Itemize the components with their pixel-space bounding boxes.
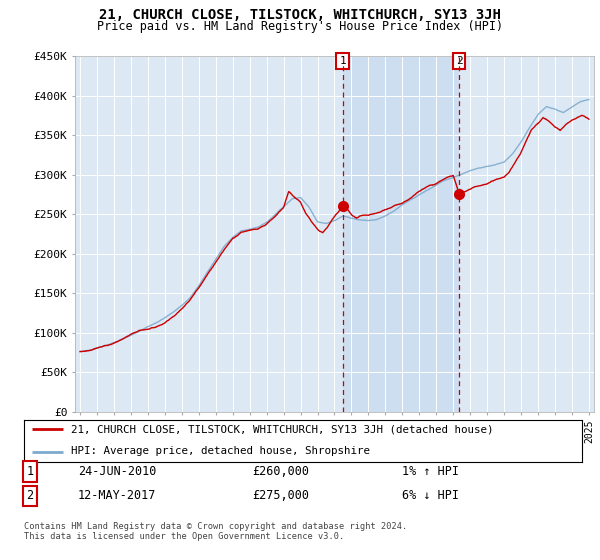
Text: 2: 2 <box>456 56 463 66</box>
Text: 1% ↑ HPI: 1% ↑ HPI <box>402 465 459 478</box>
Text: HPI: Average price, detached house, Shropshire: HPI: Average price, detached house, Shro… <box>71 446 370 456</box>
Text: 2: 2 <box>26 489 34 502</box>
Text: Price paid vs. HM Land Registry's House Price Index (HPI): Price paid vs. HM Land Registry's House … <box>97 20 503 32</box>
Text: 1: 1 <box>26 465 34 478</box>
Text: £260,000: £260,000 <box>252 465 309 478</box>
Text: 21, CHURCH CLOSE, TILSTOCK, WHITCHURCH, SY13 3JH: 21, CHURCH CLOSE, TILSTOCK, WHITCHURCH, … <box>99 8 501 22</box>
Text: £275,000: £275,000 <box>252 489 309 502</box>
Text: 21, CHURCH CLOSE, TILSTOCK, WHITCHURCH, SY13 3JH (detached house): 21, CHURCH CLOSE, TILSTOCK, WHITCHURCH, … <box>71 424 494 434</box>
Text: 6% ↓ HPI: 6% ↓ HPI <box>402 489 459 502</box>
Text: 24-JUN-2010: 24-JUN-2010 <box>78 465 157 478</box>
Bar <box>343 56 460 412</box>
Text: 12-MAY-2017: 12-MAY-2017 <box>78 489 157 502</box>
Text: Contains HM Land Registry data © Crown copyright and database right 2024.
This d: Contains HM Land Registry data © Crown c… <box>24 522 407 542</box>
Text: 1: 1 <box>339 56 346 66</box>
